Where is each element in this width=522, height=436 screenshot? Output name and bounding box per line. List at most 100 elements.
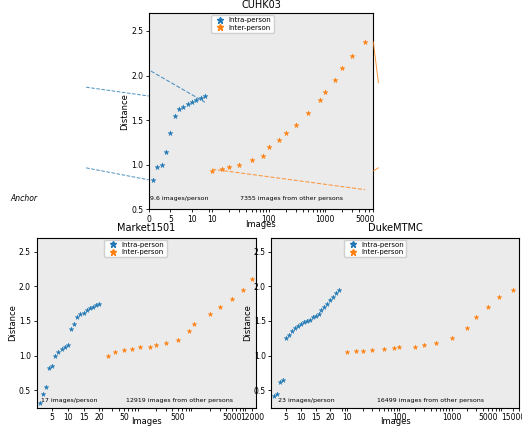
Point <box>288 328 296 335</box>
Point <box>411 343 419 350</box>
Point <box>162 149 170 156</box>
Point <box>73 314 81 321</box>
Point <box>447 335 456 342</box>
Point <box>463 324 471 331</box>
Legend: Intra-person, Inter-person: Intra-person, Inter-person <box>104 240 167 257</box>
Point <box>335 286 343 293</box>
Point <box>326 296 335 303</box>
Point <box>158 161 166 168</box>
Point <box>303 317 311 324</box>
Y-axis label: Distance: Distance <box>243 304 252 341</box>
Point <box>127 345 136 352</box>
Text: Images: Images <box>380 417 411 426</box>
Point <box>316 97 324 104</box>
Text: Anchor: Anchor <box>10 194 37 203</box>
Point <box>285 331 293 338</box>
Point <box>206 310 215 317</box>
Text: 7355 images from other persons: 7355 images from other persons <box>240 197 343 201</box>
Point <box>95 300 103 307</box>
Point <box>348 52 357 59</box>
Point <box>76 310 85 317</box>
Point <box>166 130 174 137</box>
Text: 12919 images from other persons: 12919 images from other persons <box>126 398 232 402</box>
Point <box>281 130 290 137</box>
Point <box>329 293 337 300</box>
Point <box>420 342 429 349</box>
Point <box>82 307 91 314</box>
Point <box>185 328 193 335</box>
Point <box>192 96 200 103</box>
Point <box>282 335 290 342</box>
Point <box>338 65 347 72</box>
Point <box>149 176 157 183</box>
Point <box>312 313 320 320</box>
Point <box>259 152 267 159</box>
Point <box>136 344 144 351</box>
Point <box>359 347 367 354</box>
Point <box>162 340 170 347</box>
Point <box>321 303 329 310</box>
Point <box>225 164 233 171</box>
Point <box>331 76 339 83</box>
Point <box>304 109 313 116</box>
Point <box>228 295 236 302</box>
Point <box>239 286 247 293</box>
Point <box>197 94 205 101</box>
Point <box>352 348 361 355</box>
Point <box>379 345 388 352</box>
Legend: Intra-person, Inter-person: Intra-person, Inter-person <box>344 240 407 257</box>
Point <box>309 314 317 321</box>
Text: 23 images/person: 23 images/person <box>278 398 335 402</box>
Point <box>111 349 120 356</box>
Point <box>218 166 226 173</box>
Point <box>305 316 314 323</box>
Legend: Intra-person, Inter-person: Intra-person, Inter-person <box>211 15 274 33</box>
Point <box>92 301 100 308</box>
Point <box>120 347 128 354</box>
Point <box>67 326 75 333</box>
Text: Images: Images <box>246 220 276 229</box>
Point <box>235 161 243 168</box>
Point <box>152 342 160 349</box>
Point <box>361 38 369 45</box>
Point <box>145 343 153 350</box>
Point <box>265 143 273 150</box>
Point <box>395 344 404 351</box>
Text: 16499 images from other persons: 16499 images from other persons <box>377 398 484 402</box>
Point <box>484 303 492 310</box>
Text: 9.6 images/person: 9.6 images/person <box>150 197 208 201</box>
Point <box>61 344 69 351</box>
Point <box>321 88 329 95</box>
Point <box>64 342 72 349</box>
Point <box>247 157 256 164</box>
Point <box>103 352 112 359</box>
Point <box>201 92 209 99</box>
Point <box>273 390 281 397</box>
Point <box>51 352 60 359</box>
Point <box>317 307 326 314</box>
Point <box>314 310 323 317</box>
Point <box>296 321 305 328</box>
Point <box>153 164 162 171</box>
Point <box>42 383 50 390</box>
Point <box>275 136 283 143</box>
Text: Market1501: Market1501 <box>117 223 175 233</box>
Text: Images: Images <box>131 417 161 426</box>
Point <box>279 376 288 383</box>
Point <box>332 290 340 296</box>
Point <box>175 106 183 113</box>
Point <box>171 112 179 119</box>
Point <box>208 167 216 174</box>
Point <box>323 300 331 307</box>
Point <box>70 321 78 328</box>
Point <box>432 340 440 347</box>
Point <box>184 101 192 108</box>
Point <box>188 99 196 106</box>
Point <box>216 303 224 310</box>
Point <box>276 378 284 385</box>
Text: DukeMTMC: DukeMTMC <box>368 223 423 233</box>
Point <box>509 286 517 293</box>
Point <box>173 337 182 344</box>
Point <box>343 349 351 356</box>
Point <box>179 103 187 110</box>
